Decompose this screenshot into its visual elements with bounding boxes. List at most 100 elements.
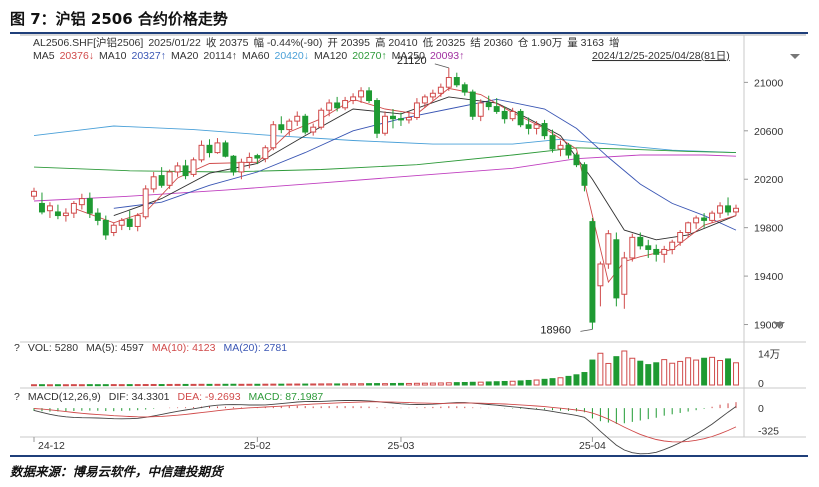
candle-body [637, 236, 644, 247]
figure-title: 图 7：沪铝 2506 合约价格走势 [10, 10, 228, 28]
macd-legend-item: MACD(12,26,9) [28, 391, 101, 403]
ma-legend-item: 20093↑ [430, 50, 464, 62]
candle-body [397, 118, 404, 121]
candle-body [733, 207, 739, 213]
volume-bar [421, 382, 428, 386]
candle-body [38, 202, 45, 213]
volume-bar [254, 383, 261, 386]
volume-bar [685, 357, 692, 386]
macd-legend-item: DIF: 34.3301 [109, 391, 170, 403]
candle-body [717, 205, 724, 214]
candle-body [294, 115, 301, 122]
candle-body [70, 202, 77, 214]
volume-bar [358, 383, 365, 386]
quote-info-item: 结 20360 [470, 36, 513, 49]
quote-info-item: 仓 1.90万 [518, 36, 562, 49]
quote-info-item: 量 3163 [567, 37, 604, 49]
candle-body [437, 86, 444, 94]
candle-body [517, 110, 524, 126]
volume-bar [397, 382, 404, 386]
candle-body [238, 161, 245, 173]
volume-bar [653, 362, 660, 386]
candle-body [166, 171, 173, 186]
volume-bar [525, 379, 532, 386]
candle-body [118, 219, 125, 226]
volume-bar [222, 383, 229, 386]
volume-bar [597, 352, 604, 386]
ma-line-ma10 [113, 96, 737, 241]
candle-body [597, 263, 604, 287]
candle-body [286, 120, 293, 131]
data-source: 数据来源：博易云软件，中信建投期货 [10, 464, 223, 479]
volume-bar [469, 381, 476, 386]
volume-bar [637, 360, 644, 386]
quote-info-item: 2025/01/22 [148, 37, 201, 49]
candle-body [310, 126, 317, 133]
date-range: 2024/12/25-2025/04/28(81日) [592, 50, 730, 62]
ma-line-ma60 [33, 125, 737, 154]
volume-bar [134, 384, 141, 387]
volume-bar [94, 384, 101, 387]
volume-bar [429, 382, 436, 386]
candle-body [653, 248, 660, 255]
date-tick-label: 25-03 [388, 440, 415, 452]
volume-bar [318, 383, 325, 386]
volume-bar [709, 356, 716, 386]
candle-body [198, 144, 205, 161]
volume-bar [557, 377, 564, 386]
volume-bar [126, 384, 133, 387]
volume-bar [445, 382, 452, 386]
candle-body [334, 102, 341, 109]
source-rule [10, 455, 808, 457]
candle-body [78, 198, 85, 206]
volume-bar [270, 383, 277, 386]
volume-bar [437, 382, 444, 386]
volume-bar [493, 381, 500, 386]
candle-body [31, 190, 37, 197]
volume-bar [605, 362, 612, 386]
volume-bar [350, 383, 357, 386]
volume-legend-item: MA(20): 2781 [223, 342, 287, 354]
volume-axis-label: 0 [758, 378, 764, 390]
quote-info-item: AL2506.SHF[沪铝2506] [33, 36, 143, 49]
candle-body [110, 224, 117, 234]
candle-body [685, 222, 692, 234]
candle-body [445, 77, 452, 88]
candle-body [142, 188, 149, 218]
volume-bar [206, 383, 213, 386]
volume-bar [589, 359, 596, 386]
volume-bar [246, 383, 253, 386]
quote-info-item: 收 20375 [206, 36, 249, 49]
volume-bar [334, 383, 341, 386]
volume-bar [477, 381, 484, 386]
ma-legend-item: 20270↑ [352, 50, 386, 62]
candle-body [693, 217, 700, 224]
volume-bar [46, 384, 53, 387]
candle-body [573, 154, 580, 166]
volume-bar [733, 362, 739, 386]
volume-bar [262, 383, 269, 386]
candle-body [278, 124, 285, 131]
volume-bar [677, 360, 684, 386]
volume-bar [102, 384, 109, 387]
candle-body [54, 211, 61, 217]
candle-body [421, 96, 428, 104]
candle-body [374, 100, 380, 134]
volume-bar [485, 381, 492, 386]
candle-body [557, 144, 564, 150]
date-tick-label: 25-02 [244, 440, 271, 452]
volume-bar [62, 384, 69, 387]
candle-body [725, 205, 732, 213]
candle-body [206, 144, 213, 154]
quote-info-item: 开 20395 [327, 37, 370, 49]
macd-legend: ? MACD(12,26,9) DIF: 34.3301 DEA: -9.2693 MA… [14, 391, 323, 403]
volume-bar [390, 383, 396, 386]
volume-legend: ? VOL: 5280 MA(5): 4597 MA(10): 4123 MA(20):… [14, 342, 287, 354]
volume-bar [54, 384, 61, 387]
dea-line [33, 401, 737, 443]
candle-body [382, 115, 388, 134]
candle-body [453, 77, 460, 86]
title-rule [10, 32, 808, 34]
volume-bar [86, 384, 93, 387]
candle-body [174, 165, 181, 173]
